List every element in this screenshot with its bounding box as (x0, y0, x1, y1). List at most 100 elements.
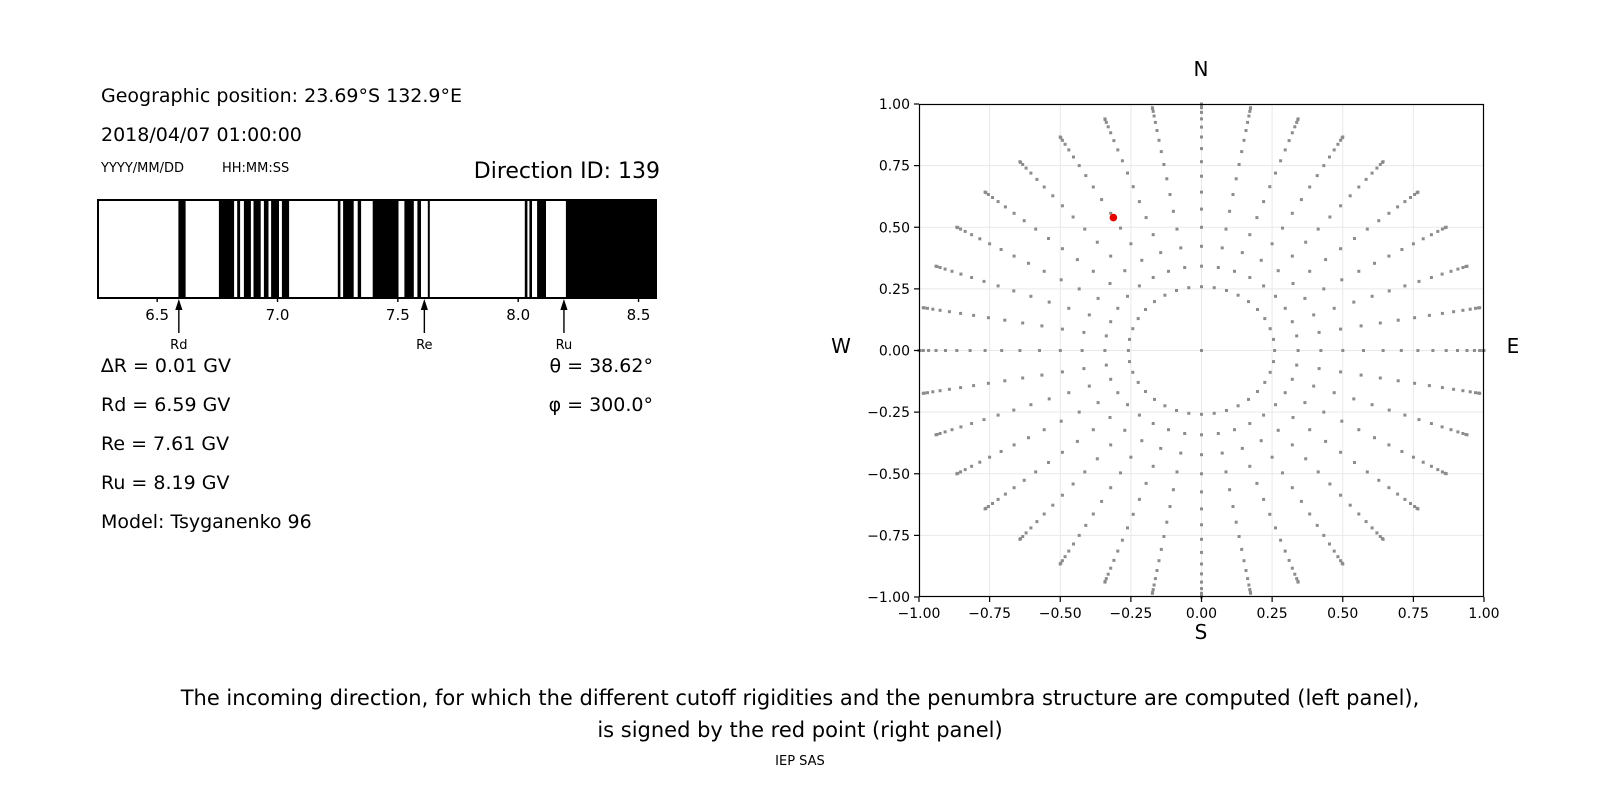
direction-dot (1461, 432, 1465, 435)
direction-dot (1240, 150, 1244, 154)
direction-dot (1200, 160, 1203, 164)
x-tick-label: 0.25 (1257, 606, 1288, 622)
direction-dot (1021, 163, 1025, 166)
direction-dot (1067, 549, 1071, 553)
direction-dot (1225, 289, 1228, 292)
direction-dot (943, 430, 947, 434)
direction-dot (986, 381, 990, 385)
direction-dot (1474, 391, 1477, 395)
direction-dot (1159, 150, 1163, 154)
direction-dot (1362, 349, 1365, 352)
direction-dot (1100, 198, 1104, 202)
direction-dot (1035, 177, 1039, 181)
direction-dot (1290, 443, 1294, 447)
direction-dot (1444, 349, 1448, 352)
direction-dot (1268, 512, 1272, 516)
direction-dot (1171, 209, 1175, 213)
direction-dot (1047, 237, 1050, 240)
direction-dot (1365, 470, 1369, 474)
direction-dot (1022, 478, 1026, 482)
direction-dot (1377, 478, 1381, 482)
direction-dot (1120, 159, 1124, 163)
penumbra-bar (337, 201, 341, 297)
direction-dot (1120, 538, 1124, 542)
penumbra-bar (281, 201, 290, 297)
direction-dot (944, 349, 947, 352)
direction-dot (1357, 428, 1361, 432)
y-tick-label: 0.00 (879, 344, 910, 360)
direction-dot (1387, 289, 1391, 293)
direction-dot (1200, 264, 1203, 268)
direction-dot (1429, 464, 1433, 468)
direction-dot (950, 428, 954, 432)
direction-dot (1157, 138, 1161, 142)
direction-dot (1444, 225, 1448, 229)
direction-dot (1262, 413, 1266, 417)
direction-dot (1283, 549, 1287, 553)
direction-dot (1315, 174, 1319, 178)
direction-dot (1216, 266, 1220, 269)
direction-dot (991, 196, 994, 199)
direction-dot (1339, 450, 1343, 454)
direction-dot (1295, 363, 1299, 367)
direction-dot (1060, 138, 1064, 142)
angle-value-row: θ = 38.62° (549, 355, 653, 377)
direction-dot (955, 472, 959, 476)
direction-dot (1440, 311, 1444, 315)
direction-dot (1328, 155, 1331, 159)
direction-dot (1060, 493, 1064, 497)
direction-dot (1370, 403, 1374, 407)
direction-dot (1162, 535, 1166, 538)
direction-dot (1003, 318, 1007, 322)
direction-dot (1249, 591, 1253, 595)
direction-dot (1153, 120, 1157, 124)
direction-dot (1312, 313, 1316, 317)
direction-dot (1431, 349, 1435, 352)
x-tick-label: −1.00 (898, 606, 941, 622)
direction-dot (959, 470, 963, 474)
direction-dot (978, 237, 982, 241)
direction-dot (1375, 531, 1379, 535)
direction-dot (982, 279, 986, 283)
direction-dot (1067, 306, 1071, 310)
direction-dot (1108, 282, 1112, 285)
direction-dot (1003, 379, 1007, 383)
direction-dot (1452, 310, 1456, 314)
direction-dot (1027, 436, 1030, 440)
direction-dot (1357, 269, 1361, 273)
direction-dot (1012, 254, 1016, 258)
direction-dot (1403, 284, 1407, 288)
direction-dot (996, 413, 1000, 417)
direction-dot (1248, 233, 1252, 237)
direction-dot (950, 269, 954, 273)
direction-dot (1159, 547, 1163, 551)
direction-dot (1295, 334, 1299, 338)
direction-dot (1012, 443, 1016, 447)
direction-dot (1112, 139, 1116, 143)
direction-dot (1024, 531, 1028, 535)
direction-dot (1348, 194, 1352, 198)
direction-dot (1104, 120, 1108, 124)
direction-dot (959, 272, 963, 276)
x-tick-label: −0.50 (1039, 606, 1082, 622)
direction-dot (1348, 503, 1352, 507)
penumbra-bar (529, 201, 532, 297)
direction-dot (1262, 200, 1266, 204)
ru-arrow-label: Ru (556, 338, 573, 353)
direction-dot (1256, 390, 1259, 393)
penumbra-bar (343, 201, 354, 297)
x-tick-label: 1.00 (1468, 606, 1499, 622)
direction-dot (1339, 559, 1343, 563)
direction-dot (1315, 523, 1319, 527)
direction-dot (1059, 419, 1063, 423)
direction-dot (1276, 269, 1280, 273)
direction-dot (1216, 432, 1220, 435)
x-tick-label: 0.75 (1398, 606, 1429, 622)
direction-dot (1416, 507, 1420, 511)
direction-dot (1200, 244, 1203, 248)
direction-dot (1279, 159, 1283, 163)
direction-dot (1058, 349, 1062, 352)
x-axis-tick-label: 7.5 (386, 306, 410, 324)
direction-dot (1109, 320, 1113, 324)
penumbra-bar (263, 201, 269, 297)
